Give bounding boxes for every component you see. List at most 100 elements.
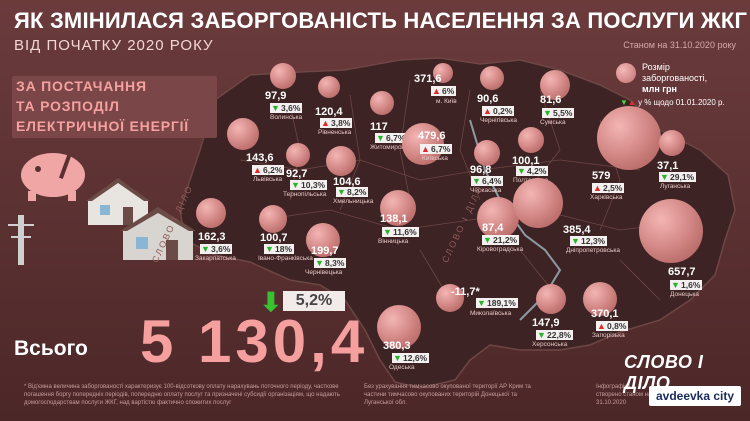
down-arrow-icon: ▼ [315, 258, 324, 268]
down-arrow-icon: ▼ [660, 172, 669, 182]
watermark-logo: avdeevka city [649, 386, 741, 406]
region-bubble [536, 284, 566, 314]
region-bubble [436, 284, 464, 312]
region-value: 199,7 [311, 245, 339, 257]
region-name: Івано-Франківська [258, 255, 313, 262]
down-arrow-icon: ▼ [393, 353, 402, 363]
footnote-right: Інфографіку створено станом на 31.10.202… [596, 384, 652, 406]
down-arrow-icon: ▼ [517, 166, 526, 176]
region-name: Чернігівська [480, 117, 518, 124]
region-change-text: 18% [275, 244, 293, 254]
region-bubble [540, 70, 570, 100]
region-change-text: 3,8% [331, 118, 351, 128]
page-subtitle: ВІД ПОЧАТКУ 2020 РОКУ [14, 37, 214, 54]
region-name: Запорізька [592, 332, 625, 339]
piggy-bank-icon [21, 153, 85, 197]
house-icon [88, 180, 148, 225]
footnote-left: * Від'ємна величина заборгованості харак… [24, 384, 340, 406]
region-value: 147,9 [532, 317, 560, 329]
region-bubble [227, 118, 259, 150]
power-tower-icon [18, 215, 24, 265]
region-name: Львівська [253, 176, 283, 183]
region-name: Дніпропетровська [566, 247, 620, 254]
region-change-text: 5,5% [553, 108, 573, 118]
region-bubble [380, 190, 416, 226]
region-bubble [259, 205, 287, 233]
region-name: м. Київ [436, 98, 457, 105]
legend-line-1: Розмір [642, 62, 670, 72]
region-change: ▲ 0,2% [482, 106, 515, 116]
region-change: ▲ 2,5% [592, 183, 625, 193]
region-change: ▼ 1,6% [670, 280, 703, 290]
region-bubble [370, 91, 394, 115]
region-value: 87,4 [482, 222, 504, 234]
down-arrow-icon: ▼ [271, 103, 280, 113]
region-name: Хмельницька [333, 198, 374, 205]
region-bubble [326, 146, 356, 176]
down-arrow-icon: ▼ [201, 244, 210, 254]
region-bubble [477, 197, 519, 239]
total-change: 5,2% [283, 291, 345, 311]
category-box: ЗА ПОСТАЧАННЯ ТА РОЗПОДІЛ ЕЛЕКТРИЧНОЇ ЕН… [12, 76, 217, 138]
region-name: Черкаська [470, 187, 502, 194]
region-name: Чернівецька [305, 269, 343, 276]
legend-change-text: у % щодо 01.01.2020 р. [638, 98, 725, 107]
page-title: ЯК ЗМІНИЛАСЯ ЗАБОРГОВАНІСТЬ НАСЕЛЕННЯ ЗА… [14, 8, 748, 33]
region-change: ▲ 3,8% [320, 118, 353, 128]
region-change: ▲ 6% [431, 86, 457, 96]
region-name: Тернопільська [283, 191, 327, 198]
down-arrow-icon: ▼ [620, 98, 628, 107]
up-arrow-icon: ▲ [421, 144, 430, 154]
region-name: Херсонська [532, 341, 568, 348]
down-arrow-icon: ▼ [571, 236, 580, 246]
up-arrow-icon: ▲ [321, 118, 330, 128]
region-bubble [306, 223, 340, 257]
region-change-text: 6,7% [386, 133, 406, 143]
region-change: ▼ 5,5% [542, 108, 575, 118]
region-change-text: 2,5% [603, 183, 623, 193]
down-arrow-icon: ▼ [543, 108, 552, 118]
region-name: Кіровоградська [477, 246, 524, 253]
legend-title: Розмір заборгованості, [642, 62, 707, 84]
region-change: ▼ 12,3% [570, 236, 608, 246]
region-change: ▼ 4,2% [516, 166, 549, 176]
region-change-text: 22,8% [547, 330, 572, 340]
down-arrow-icon: ▼ [265, 244, 274, 254]
region-change-text: 12,6% [403, 353, 428, 363]
region-value: 81,6 [540, 94, 562, 106]
region-bubble [480, 66, 504, 90]
region-bubble [196, 198, 226, 228]
region-bubble [433, 63, 453, 83]
down-arrow-icon: ▼ [337, 187, 346, 197]
region-change: ▲ 6,7% [420, 144, 453, 154]
down-arrow-icon: ▼ [291, 180, 300, 190]
region-change-text: 189,1% [487, 298, 516, 308]
region-bubble [659, 130, 685, 156]
total-value: 5 130,4 [140, 308, 369, 375]
region-value: 579 [592, 170, 611, 182]
region-value: 37,1 [657, 160, 679, 172]
region-name: Луганська [660, 183, 691, 190]
down-arrow-icon: ▼ [537, 330, 546, 340]
region-change: ▼ 3,6% [270, 103, 303, 113]
up-arrow-icon: ▲ [627, 98, 636, 107]
region-bubble [270, 63, 296, 89]
region-value: 104,6 [333, 176, 361, 188]
region-change-text: 0,2% [493, 106, 513, 116]
region-name: Миколаївська [470, 310, 512, 317]
region-change: ▼ 21,2% [482, 235, 520, 245]
region-name: Житомирська [370, 144, 412, 151]
piggy-bank-illustration [8, 153, 196, 265]
region-change-text: 11,6% [393, 227, 417, 237]
region-bubble [583, 282, 617, 316]
region-change-text: 6,2% [263, 165, 283, 175]
region-change-text: 21,2% [493, 235, 518, 245]
legend-bubble-icon [616, 63, 636, 83]
region-name: Одеська [389, 364, 415, 371]
region-change: ▼ 12,6% [392, 353, 430, 363]
region-change: ▼ 18% [264, 244, 295, 254]
legend-line-2: заборгованості, [642, 73, 708, 83]
region-change-text: 0,8% [607, 321, 627, 331]
region-value: 90,6 [477, 93, 499, 105]
region-change: ▼ 8,3% [314, 258, 347, 268]
